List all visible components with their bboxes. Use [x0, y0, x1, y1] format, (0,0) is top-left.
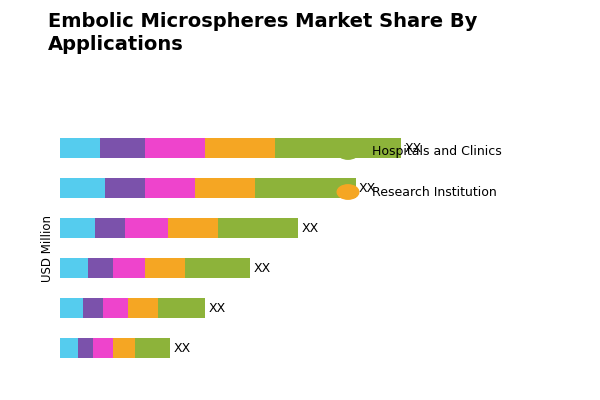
- Bar: [113, 338, 135, 358]
- Bar: [60, 178, 105, 198]
- Bar: [60, 218, 95, 238]
- Bar: [95, 218, 125, 238]
- Text: XX: XX: [404, 142, 421, 154]
- Text: XX: XX: [301, 222, 319, 234]
- Text: XX: XX: [359, 182, 376, 194]
- Bar: [77, 338, 92, 358]
- Bar: [135, 338, 170, 358]
- Bar: [145, 138, 205, 158]
- Bar: [195, 178, 256, 198]
- Bar: [256, 178, 356, 198]
- Text: XX: XX: [254, 262, 271, 274]
- Bar: [145, 258, 185, 278]
- Bar: [92, 338, 113, 358]
- Bar: [100, 138, 145, 158]
- Bar: [205, 138, 275, 158]
- Bar: [60, 258, 88, 278]
- Text: Hospitals and Clinics: Hospitals and Clinics: [372, 146, 502, 158]
- Bar: [113, 258, 145, 278]
- Bar: [275, 138, 401, 158]
- Bar: [60, 338, 77, 358]
- Bar: [145, 178, 195, 198]
- Bar: [103, 298, 128, 318]
- Bar: [185, 258, 250, 278]
- Text: Embolic Microspheres Market Share By
Applications: Embolic Microspheres Market Share By App…: [48, 12, 478, 54]
- Bar: [168, 218, 218, 238]
- Text: XX: XX: [174, 342, 191, 354]
- Text: XX: XX: [209, 302, 226, 314]
- Bar: [128, 298, 158, 318]
- Bar: [158, 298, 205, 318]
- Bar: [83, 298, 103, 318]
- Y-axis label: USD Million: USD Million: [41, 214, 55, 282]
- Bar: [218, 218, 298, 238]
- Bar: [60, 138, 100, 158]
- Bar: [60, 298, 83, 318]
- Bar: [125, 218, 168, 238]
- Text: Research Institution: Research Institution: [372, 186, 497, 198]
- Bar: [105, 178, 145, 198]
- Bar: [88, 258, 113, 278]
